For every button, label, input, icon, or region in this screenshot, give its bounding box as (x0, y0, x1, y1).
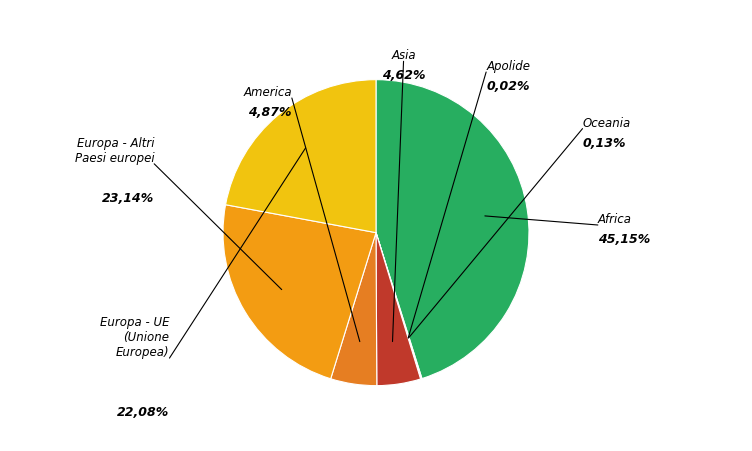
Wedge shape (376, 233, 422, 379)
Text: Oceania: Oceania (583, 116, 631, 129)
Wedge shape (223, 205, 376, 379)
Text: America: America (243, 86, 292, 99)
Wedge shape (376, 80, 529, 379)
Text: 22,08%: 22,08% (117, 405, 169, 418)
Text: Europa - Altri
Paesi europei: Europa - Altri Paesi europei (74, 137, 154, 165)
Wedge shape (376, 233, 420, 386)
Text: Africa: Africa (598, 212, 632, 226)
Text: 4,87%: 4,87% (248, 106, 292, 119)
Text: 0,02%: 0,02% (486, 80, 529, 93)
Wedge shape (376, 233, 421, 379)
Text: Apolide: Apolide (486, 60, 530, 73)
Text: Asia: Asia (391, 49, 416, 62)
Text: 4,62%: 4,62% (382, 69, 426, 82)
Text: 23,14%: 23,14% (102, 191, 154, 204)
Wedge shape (331, 233, 377, 386)
Text: Europa - UE
(Unione
Europea): Europa - UE (Unione Europea) (100, 315, 169, 358)
Text: 45,15%: 45,15% (598, 232, 650, 245)
Text: 0,13%: 0,13% (583, 136, 626, 149)
Wedge shape (226, 80, 376, 233)
